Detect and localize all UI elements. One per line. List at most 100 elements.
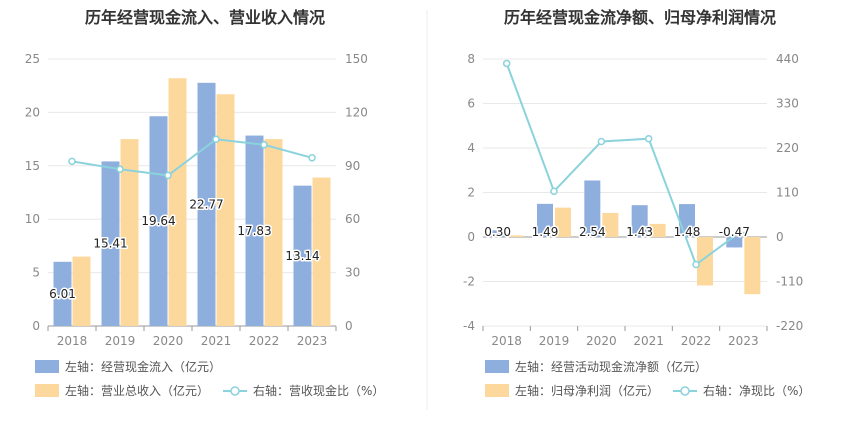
- chart1-line-point: [68, 157, 76, 166]
- chart1-bar-yellow: [216, 94, 235, 326]
- chart2-legend-yellow-swatch: [485, 384, 509, 397]
- chart1-data-label: 22.77: [189, 197, 223, 211]
- chart2-left-tick-label: -4: [463, 319, 475, 333]
- chart2-bar-blue: [631, 205, 648, 237]
- chart2-line-point: [502, 59, 511, 68]
- chart2-line-point: [644, 134, 653, 143]
- chart1-bar-yellow: [120, 139, 139, 326]
- chart2-bar-yellow: [555, 207, 571, 237]
- chart1-data-label: 13.14: [285, 249, 319, 263]
- chart1-bar-yellow: [168, 78, 187, 326]
- chart1-left-tick-label: 10: [25, 212, 40, 226]
- chart1-x-tick-label: 2022: [249, 334, 280, 348]
- chart1-data-label: 6.01: [49, 287, 76, 301]
- chart2-legend-yellow-label: 左轴：归母净利润（亿元）: [515, 383, 659, 398]
- chart2-legend-blue-swatch: [485, 360, 509, 373]
- chart2-left-tick-label: 0: [467, 230, 475, 244]
- chart1-x-tick-label: 2020: [153, 334, 184, 348]
- chart2-x-tick-label: 2020: [586, 334, 617, 348]
- chart1-title: 历年经营现金流入、营业收入情况: [85, 8, 325, 27]
- chart2-legend-blue-label: 左轴：经营活动现金流净额（亿元）: [515, 359, 707, 374]
- chart2-right-tick-label: -220: [776, 319, 803, 333]
- chart2-line-point: [692, 260, 700, 269]
- chart2-x-tick-label: 2021: [633, 334, 664, 348]
- chart2-data-label: -0.47: [719, 225, 750, 239]
- chart2-data-label: 1.43: [626, 225, 653, 239]
- chart2-left-tick-label: -2: [463, 275, 475, 289]
- chart1-left-tick-label: 25: [25, 52, 40, 66]
- chart1-left-tick-label: 15: [25, 159, 40, 173]
- chart2-x-tick-label: 2018: [491, 334, 522, 348]
- chart1-bar-blue: [293, 185, 312, 326]
- chart2-bar-blue: [537, 203, 553, 237]
- chart1-bar-blue: [53, 261, 72, 326]
- chart1-legend-yellow-label: 左轴：营业总收入（亿元）: [65, 383, 209, 398]
- chart1-legend-line-swatch-point: [230, 386, 240, 396]
- chart2-data-label: 1.48: [674, 225, 701, 239]
- chart2-line-point: [739, 225, 748, 234]
- chart1-legend-blue-label: 左轴：经营现金流入（亿元）: [65, 359, 221, 374]
- chart2-title: 历年经营现金流净额、归母净利润情况: [504, 8, 776, 27]
- chart1-line-point: [212, 135, 220, 144]
- chart1-bar-yellow: [264, 139, 283, 326]
- chart1-data-label: 15.41: [93, 237, 127, 251]
- chart2-x-tick-label: 2019: [539, 334, 570, 348]
- chart1-right-tick-label: 120: [345, 105, 368, 119]
- chart1-line-series: [71, 138, 313, 177]
- chart1-x-tick-label: 2018: [57, 334, 88, 348]
- chart2-bar-yellow: [744, 237, 761, 295]
- chart1-right-tick-label: 0: [345, 319, 353, 333]
- chart2-left-tick-label: 4: [467, 141, 475, 155]
- chart1-x-tick-label: 2019: [105, 334, 136, 348]
- chart1-right-tick-label: 30: [345, 266, 360, 280]
- chart1-line-point: [164, 171, 172, 180]
- chart1-data-label: 17.83: [237, 224, 271, 238]
- chart2-left-tick-label: 8: [467, 52, 475, 66]
- chart1-bar-blue: [101, 161, 120, 326]
- chart2-bar-yellow: [602, 212, 619, 237]
- chart1-left-tick-label: 20: [25, 105, 40, 119]
- chart2-line-point: [597, 137, 606, 146]
- chart2-x-tick-label: 2022: [681, 334, 712, 348]
- chart1-right-tick-label: 90: [345, 159, 360, 173]
- chart2-bar-blue: [489, 230, 506, 237]
- chart2-right-tick-label: 110: [776, 186, 799, 200]
- chart2-line-series: [505, 63, 744, 267]
- chart2-bar-yellow: [697, 237, 713, 286]
- chart1-line-point: [260, 141, 268, 149]
- chart1-line-point: [308, 154, 316, 162]
- chart1-bar-yellow: [72, 256, 91, 326]
- chart2-bar-blue: [584, 180, 601, 237]
- chart2-bar-yellow: [649, 223, 666, 237]
- chart2-right-tick-label: 0: [776, 230, 784, 244]
- chart2-legend-line-label: 右轴：净现比（%）: [703, 383, 810, 398]
- chart2-left-tick-label: 2: [467, 186, 475, 200]
- chart2-line-point: [550, 187, 558, 196]
- chart1-bar-blue: [149, 116, 168, 326]
- chart2-right-tick-label: 220: [776, 141, 799, 155]
- chart2-data-label: 0.30: [484, 225, 511, 239]
- chart1-data-label: 19.64: [141, 214, 175, 228]
- chart2-left-tick-label: 6: [467, 97, 475, 111]
- chart1-right-tick-label: 150: [345, 52, 368, 66]
- chart2-bar-blue: [726, 237, 743, 248]
- chart2-right-tick-label: 440: [776, 52, 799, 66]
- chart1-line-point: [116, 165, 124, 173]
- chart1-legend-line-label: 右轴：营收现金比（%）: [253, 383, 384, 398]
- chart2-right-tick-label: 330: [776, 97, 799, 111]
- chart1-right-tick-label: 60: [345, 212, 360, 226]
- chart2-legend-line-swatch-point: [680, 386, 690, 396]
- chart1-x-tick-label: 2021: [201, 334, 232, 348]
- chart1-bar-blue: [245, 135, 264, 326]
- chart2-right-tick-label: -110: [776, 275, 803, 289]
- chart1-bar-yellow: [312, 177, 331, 326]
- chart1-left-tick-label: 5: [32, 266, 40, 280]
- chart2-data-label: 2.54: [579, 225, 606, 239]
- chart2-x-tick-label: 2023: [728, 334, 759, 348]
- chart2-bar-yellow: [507, 235, 524, 237]
- chart1-x-tick-label: 2023: [297, 334, 328, 348]
- chart2-data-label: 1.49: [532, 225, 559, 239]
- chart1-legend-yellow-swatch: [35, 384, 59, 397]
